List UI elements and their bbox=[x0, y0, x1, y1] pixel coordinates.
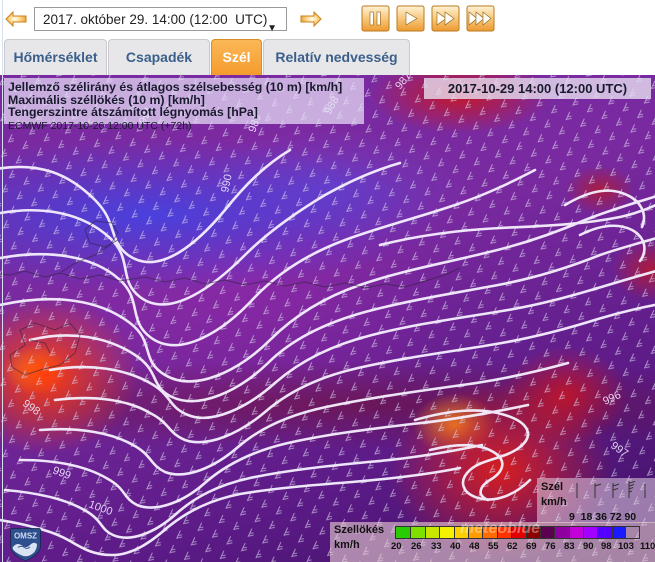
svg-text:998: 998 bbox=[20, 398, 42, 418]
svg-text:990: 990 bbox=[219, 173, 235, 193]
svg-text:999: 999 bbox=[51, 465, 72, 483]
svg-text:996: 996 bbox=[601, 389, 623, 408]
svg-text:OMSZ: OMSZ bbox=[14, 532, 37, 541]
svg-text:987: 987 bbox=[393, 75, 414, 92]
svg-text:997: 997 bbox=[608, 440, 630, 460]
